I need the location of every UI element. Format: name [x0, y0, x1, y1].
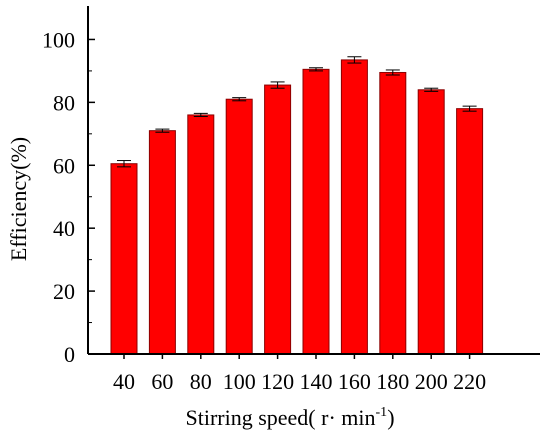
x-tick-label-140: 140 [300, 369, 333, 394]
bar-140 [302, 68, 330, 355]
x-tick-label-100: 100 [223, 369, 256, 394]
bar-200 [417, 89, 445, 355]
x-axis-title-superscript: -1 [376, 405, 388, 420]
bar-160 [340, 59, 368, 355]
x-axis-title-tail: ) [387, 405, 394, 430]
bar-80 [187, 114, 215, 355]
x-tick-label-220: 220 [453, 369, 486, 394]
x-tick-label-120: 120 [261, 369, 294, 394]
x-tick-label-80: 80 [190, 369, 212, 394]
bar-60 [148, 130, 176, 355]
y-tick-label-100: 100 [42, 27, 75, 52]
y-tick-label-0: 0 [64, 342, 75, 367]
x-axis-title-main: Stirring speed( r· min [185, 405, 375, 430]
y-tick-label-20: 20 [53, 279, 75, 304]
x-tick-label-60: 60 [151, 369, 173, 394]
x-axis-title: Stirring speed( r· min-1) [185, 405, 394, 430]
bar-100 [225, 98, 253, 355]
bar-40 [110, 163, 138, 355]
axes-group [87, 6, 540, 355]
x-tick-label-160: 160 [338, 369, 371, 394]
y-tick-label-40: 40 [53, 216, 75, 241]
x-tick-label-200: 200 [415, 369, 448, 394]
error-bars-group [117, 56, 477, 168]
bars-group [110, 59, 484, 355]
x-tick-label-180: 180 [376, 369, 409, 394]
y-ticks-group: 0 20 40 60 80 100 [42, 27, 95, 367]
y-tick-label-60: 60 [53, 153, 75, 178]
bar-180 [379, 71, 407, 355]
y-tick-label-80: 80 [53, 90, 75, 115]
y-axis-title: Efficiency(%) [6, 137, 31, 261]
bar-220 [456, 108, 484, 355]
x-tick-label-40: 40 [113, 369, 135, 394]
x-ticks-group: 40 60 80 100 120 140 160 180 200 220 [113, 354, 486, 394]
bar-120 [264, 84, 292, 355]
